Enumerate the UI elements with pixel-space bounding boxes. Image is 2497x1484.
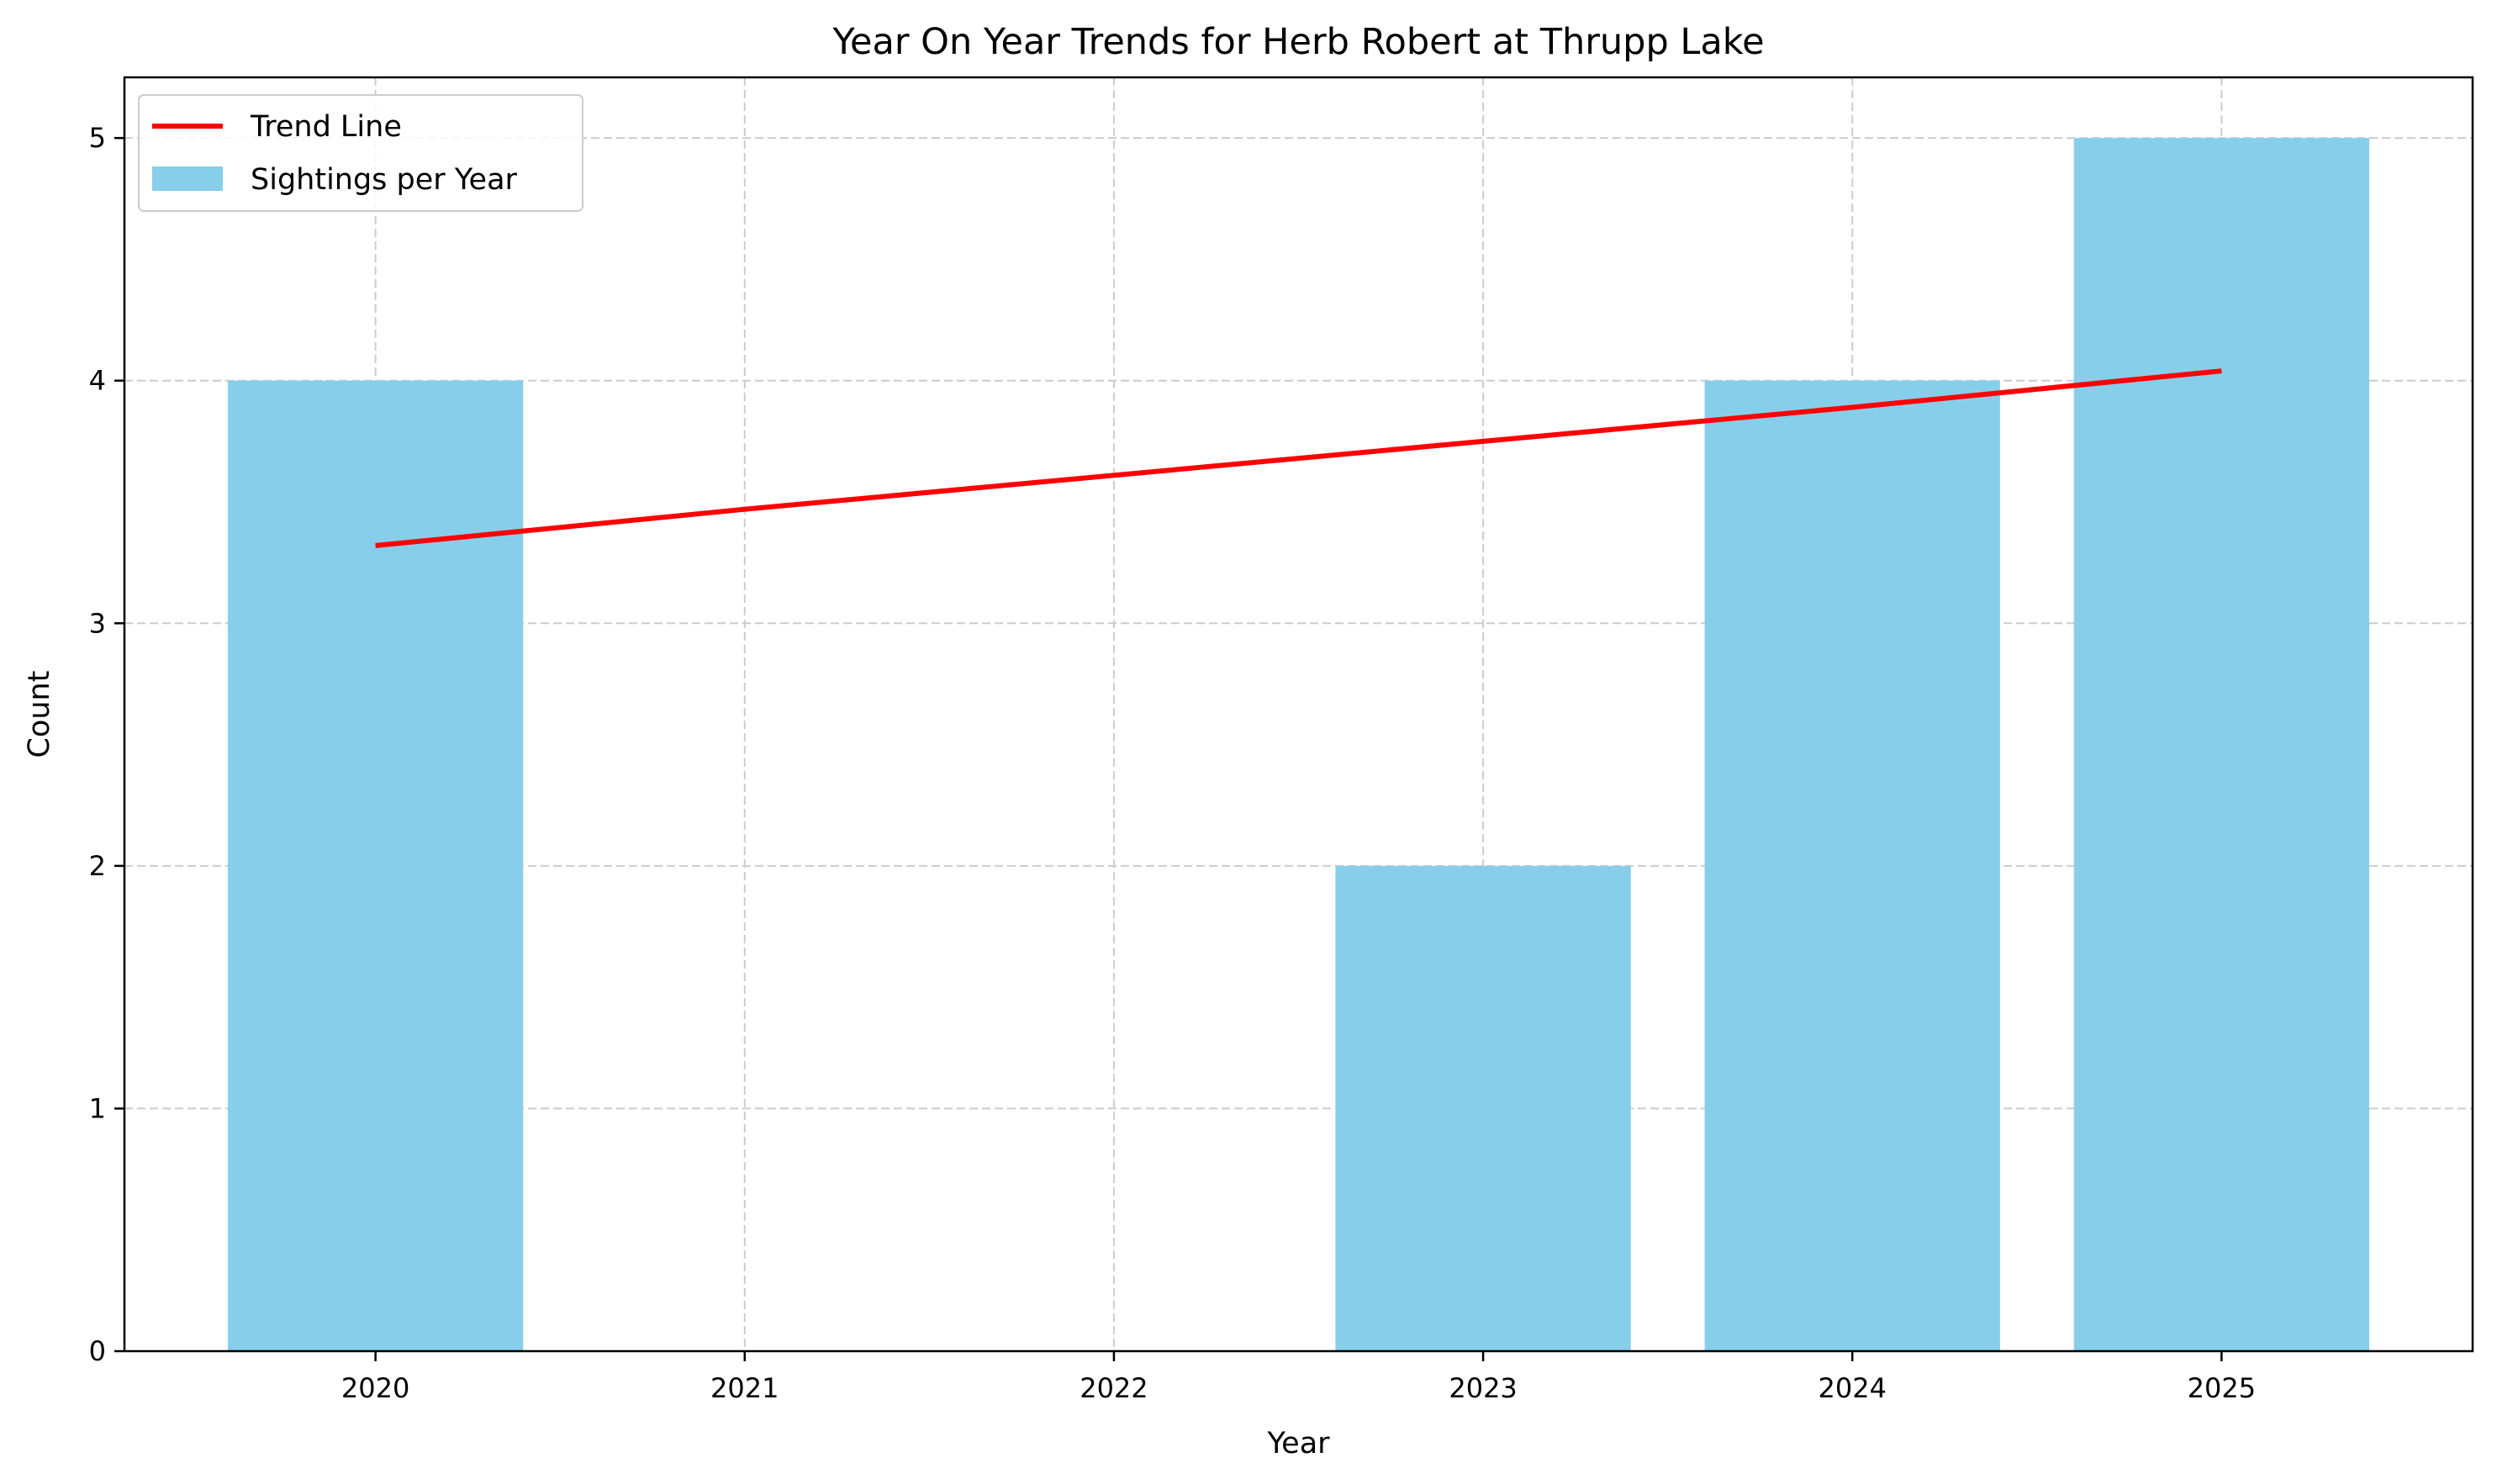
legend-sightings-label: Sightings per Year [251, 163, 518, 197]
bar-2020 [227, 380, 524, 1351]
y-axis-ticks: 0 1 2 3 4 5 [89, 122, 124, 1367]
x-tick-label: 2022 [1080, 1372, 1148, 1404]
x-axis-label: Year [1266, 1427, 1330, 1460]
x-tick-label: 2020 [341, 1372, 409, 1404]
trend-line-group [375, 368, 2222, 548]
x-axis-ticks: 2020 2021 2022 2023 2024 2025 [341, 1351, 2256, 1404]
chart-title: Year On Year Trends for Herb Robert at T… [831, 21, 1764, 63]
legend-sightings-swatch [152, 166, 223, 191]
legend-trend-line-label: Trend Line [250, 110, 402, 144]
bar-2024 [1704, 380, 2000, 1351]
y-tick-label: 2 [89, 850, 106, 882]
legend-box [138, 94, 583, 212]
y-tick-label: 3 [89, 607, 106, 639]
y-tick-label: 5 [89, 122, 106, 154]
x-tick-label: 2023 [1449, 1372, 1517, 1404]
legend: Trend Line Sightings per Year [138, 94, 583, 212]
bars [227, 138, 2370, 1352]
bar-2025 [2073, 138, 2370, 1352]
plot-frame [123, 76, 2474, 1353]
y-tick-label: 4 [89, 365, 106, 397]
y-tick-label: 0 [89, 1335, 106, 1367]
trend-line [375, 368, 2222, 548]
y-axis-label: Count [23, 671, 56, 758]
y-tick-label: 1 [89, 1092, 106, 1124]
x-tick-label: 2025 [2188, 1372, 2256, 1404]
bar-2023 [1335, 865, 1631, 1351]
x-tick-label: 2024 [1819, 1372, 1887, 1404]
x-tick-label: 2021 [710, 1372, 779, 1404]
